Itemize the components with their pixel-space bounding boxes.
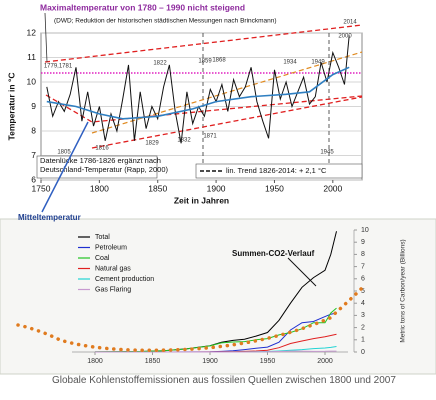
- year-label: 2014: [343, 20, 357, 26]
- mean-label: Mitteltemperatur: [18, 213, 81, 222]
- legend-label: Cement production: [95, 276, 154, 283]
- trend-box: [195, 163, 363, 179]
- y-tick-label: 0: [361, 349, 365, 356]
- y-tick-label: 12: [27, 27, 37, 37]
- reference-line: [44, 24, 363, 63]
- legend-label: Gas Flaring: [95, 286, 131, 293]
- x-tick-label: 1800: [87, 358, 103, 365]
- y-tick-label: 1: [361, 337, 365, 344]
- annotation-text: Globale Kohlenstoffemissionen aus fossil…: [52, 375, 396, 386]
- x-tick-label: 1850: [145, 358, 161, 365]
- y-tick-label: 8: [361, 251, 365, 258]
- lower-panel: [0, 218, 436, 375]
- co2-annotation: Summen-CO2-Verlauf: [232, 249, 315, 258]
- y-tick-label: 8: [31, 125, 36, 135]
- x-tick-label: 1850: [148, 183, 167, 193]
- x-tick-label: 1900: [202, 358, 218, 365]
- x-tick-label: 2000: [317, 358, 333, 365]
- y-tick-label: 7: [361, 263, 365, 270]
- y-tick-label: 6: [31, 174, 36, 184]
- x-tick-label: 1950: [260, 358, 276, 365]
- chart-subtitle: (DWD; Reduktion der historischen städtis…: [54, 18, 277, 25]
- trend-legend: lin. Trend 1826-2014: + 2,1 °C: [226, 166, 327, 175]
- legend-label: Petroleum: [95, 244, 127, 251]
- year-label: 1871: [203, 134, 217, 140]
- x-tick-label: 1950: [265, 183, 284, 193]
- x-tick-label: 1750: [32, 183, 51, 193]
- y-tick-label: 4: [361, 300, 365, 307]
- year-label: 2000: [338, 34, 352, 40]
- legend-label: Coal: [95, 255, 110, 262]
- reference-line: [91, 96, 363, 149]
- year-label: 1934: [283, 60, 297, 66]
- mean-overlay-dots: [16, 286, 364, 353]
- annotation-text: Datenlücke 1786-1826 ergänzt nach Deutsch…: [40, 156, 168, 174]
- legend-label: Natural gas: [95, 265, 131, 272]
- year-label: 1805: [57, 150, 71, 156]
- year-label: 1868: [212, 58, 226, 64]
- year-label: 1829: [145, 141, 159, 147]
- x-tick-label: 1800: [90, 183, 109, 193]
- chart-title: Maximaltemperatur von 1780 – 1990 nicht …: [40, 2, 245, 12]
- y-tick-label: 7: [31, 150, 36, 160]
- temperature-chart: 6 7 8 9 10 11 12 1750 1800 1850 1900 1950 2000 Zeit i…: [6, 12, 363, 205]
- year-label: 1822: [153, 61, 167, 67]
- co2-arrow: [287, 257, 317, 287]
- y-tick-label: 3: [361, 312, 365, 319]
- x-tick-label: 2000: [323, 183, 342, 193]
- year-label: 1859: [198, 59, 212, 65]
- year-label: 1832: [177, 138, 191, 144]
- y-tick-label: 9: [31, 101, 36, 111]
- x-axis-label: Zeit in Jahren: [174, 195, 229, 205]
- emission-chart: 0 1 2 3 4 5 6 7 8 9 10 1800 1850 1900 1950 2000 Metric t…: [52, 227, 407, 386]
- y-axis-label: Temperatur in °C: [6, 73, 16, 141]
- year-label: 1779,1781: [44, 64, 73, 70]
- mean-arrow: [41, 121, 89, 213]
- y-tick-label: 10: [361, 227, 369, 234]
- reference-line: [91, 51, 363, 134]
- y-tick-label: 10: [27, 76, 37, 86]
- y-tick-label: 9: [361, 239, 365, 246]
- data-line: [95, 350, 337, 353]
- year-label: 1816: [95, 146, 109, 152]
- legend-label: Total: [95, 234, 110, 241]
- y-axis-label: Metric tons of Carbon/year (Billions): [400, 239, 407, 342]
- y-tick-label: 2: [361, 324, 365, 331]
- title-arrow: [44, 12, 48, 63]
- year-label: 1945: [320, 150, 334, 156]
- y-tick-label: 5: [361, 288, 365, 295]
- data-line: [46, 66, 350, 120]
- y-tick-label: 6: [361, 276, 365, 283]
- x-tick-label: 1900: [207, 183, 226, 193]
- y-tick-label: 11: [27, 52, 36, 62]
- year-label: 1949: [311, 60, 325, 66]
